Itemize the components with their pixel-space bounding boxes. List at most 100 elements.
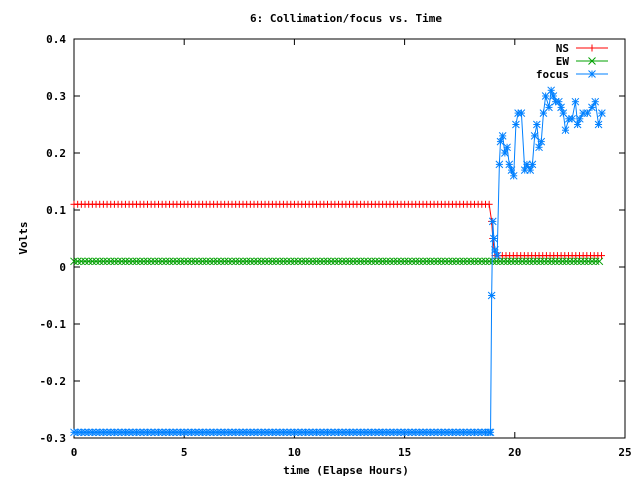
point-focus (147, 428, 156, 437)
series-ns (70, 200, 606, 260)
point-ew (371, 257, 380, 266)
point-ew (481, 257, 490, 266)
plot-frame (73, 38, 626, 439)
point-focus (308, 428, 317, 437)
point-ew (580, 257, 589, 266)
point-ew (294, 257, 302, 266)
point-ew (308, 257, 317, 266)
point-ew (99, 257, 108, 266)
point-focus (220, 428, 229, 437)
point-ew (459, 257, 468, 266)
point-ew (242, 257, 251, 266)
legend-label-ew: EW (556, 55, 570, 68)
x-tick-label: 20 (508, 446, 521, 459)
point-ew (408, 257, 416, 266)
point-focus (184, 428, 192, 437)
point-ew (136, 257, 144, 266)
point-ew (224, 257, 233, 266)
point-ew (70, 257, 78, 266)
x-tick-label: 10 (288, 446, 301, 459)
point-focus (459, 428, 468, 437)
point-focus (150, 428, 159, 437)
point-ew (286, 257, 295, 266)
point-ew (279, 257, 288, 266)
point-ew (143, 257, 152, 266)
point-focus (367, 428, 376, 437)
series-layer (70, 86, 606, 437)
point-ew (529, 257, 538, 266)
point-focus (509, 171, 518, 180)
point-focus (110, 428, 119, 437)
x-tick-label: 15 (398, 446, 411, 459)
point-ew (584, 257, 593, 266)
point-focus (537, 137, 546, 146)
point-ew (544, 257, 552, 266)
point-ew (364, 257, 372, 266)
point-ew (180, 257, 189, 266)
point-ew (301, 257, 310, 266)
point-ew (169, 257, 178, 266)
point-ew (165, 257, 174, 266)
point-ew (139, 257, 148, 266)
point-focus (217, 428, 225, 437)
legend-marker-focus (588, 70, 596, 78)
point-focus (498, 132, 507, 140)
point-ew (114, 257, 122, 266)
point-ew (577, 257, 585, 266)
point-ew (95, 257, 104, 266)
point-focus (437, 428, 446, 437)
x-tick-label: 25 (618, 446, 631, 459)
point-focus (493, 251, 502, 260)
point-focus (588, 103, 596, 112)
point-ew (345, 257, 354, 266)
point-ew (92, 257, 100, 266)
point-ew (250, 257, 258, 266)
axes: 0 5 10 15 20 25 -0.3 -0.2 -0.1 0 0.1 0.2 0.3 0.4 (40, 33, 632, 459)
point-focus (290, 428, 299, 437)
point-ew (470, 257, 479, 266)
point-focus (512, 120, 520, 129)
point-focus (486, 428, 495, 437)
point-ew (187, 257, 196, 266)
point-ew (419, 257, 427, 266)
point-ew (382, 257, 391, 266)
y-tick-label: -0.3 (40, 432, 67, 445)
point-ew (533, 257, 541, 266)
point-ew (367, 257, 376, 266)
point-focus (463, 428, 471, 437)
point-focus (487, 291, 496, 300)
point-focus (316, 428, 325, 437)
point-ew (342, 257, 350, 266)
series-focus (70, 86, 606, 437)
point-ew (569, 257, 578, 266)
point-focus (470, 428, 479, 437)
point-ew (198, 257, 207, 266)
chart-title: 6: Collimation/focus vs. Time (250, 12, 442, 25)
point-ew (477, 257, 486, 266)
point-focus (583, 109, 592, 117)
point-ew (437, 257, 446, 266)
point-ew (334, 257, 343, 266)
point-focus (169, 428, 178, 437)
point-ew (195, 257, 203, 266)
point-focus (528, 160, 537, 169)
point-focus (375, 428, 383, 437)
point-focus (495, 160, 504, 169)
point-ew (290, 257, 299, 266)
y-tick-label: 0.3 (46, 90, 66, 103)
point-ew (125, 257, 133, 266)
point-focus (331, 428, 339, 437)
point-ew (551, 257, 560, 266)
point-focus (397, 428, 405, 437)
point-ew (110, 257, 119, 266)
point-ew (305, 257, 313, 266)
point-ew (386, 257, 394, 266)
point-ew (316, 257, 325, 266)
point-ew (154, 257, 163, 266)
point-ew (514, 257, 523, 266)
point-ew (356, 257, 365, 266)
point-ew (261, 257, 269, 266)
point-ew (496, 257, 505, 266)
point-focus (545, 103, 553, 112)
